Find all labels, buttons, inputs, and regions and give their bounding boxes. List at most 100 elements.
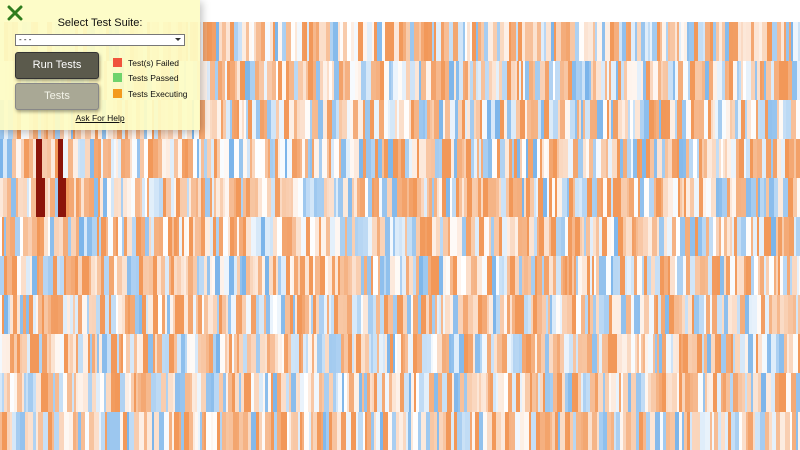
stripe [656, 178, 662, 217]
run-tests-button[interactable]: Run Tests [15, 52, 99, 79]
stripe [352, 178, 355, 217]
stripe [679, 139, 684, 178]
stripe [421, 22, 425, 61]
stripe [705, 412, 711, 450]
stripe [446, 178, 451, 217]
stripe [720, 256, 725, 295]
stripe [101, 139, 104, 178]
stripe [599, 334, 603, 373]
stripe [597, 334, 600, 373]
stripe [367, 412, 372, 450]
stripe [256, 22, 262, 61]
stripe [169, 412, 173, 450]
stripe [0, 373, 3, 412]
close-button[interactable] [7, 5, 23, 21]
stripe [356, 412, 359, 450]
stripe [315, 256, 321, 295]
stripe [743, 22, 747, 61]
stripe [114, 334, 118, 373]
stripe [464, 178, 468, 217]
stripe [419, 373, 425, 412]
stripe [709, 217, 714, 256]
stripe [635, 334, 638, 373]
stripe [732, 100, 736, 139]
stripe [659, 217, 665, 256]
stripe [329, 412, 333, 450]
stripe [256, 217, 262, 256]
stripe [144, 139, 149, 178]
stripe [264, 61, 268, 100]
stripe [585, 61, 590, 100]
stripe [565, 412, 569, 450]
stripe [107, 178, 112, 217]
stripe [193, 295, 197, 334]
stripe [534, 100, 539, 139]
stripe [537, 139, 541, 178]
stripe [213, 334, 217, 373]
stripe [392, 178, 398, 217]
stripe [234, 217, 238, 256]
stripe [148, 139, 154, 178]
stripe [629, 217, 633, 256]
stripe [310, 217, 316, 256]
stripe [173, 295, 176, 334]
stripe [655, 412, 661, 450]
stripe [431, 256, 436, 295]
stripe [139, 412, 145, 450]
stripe [706, 217, 710, 256]
stripe [726, 334, 732, 373]
stripe [256, 412, 260, 450]
stripe [212, 100, 218, 139]
stripe [163, 217, 169, 256]
stripe [582, 178, 588, 217]
stripe [338, 22, 341, 61]
stripe [312, 334, 315, 373]
stripe [508, 373, 513, 412]
stripe [520, 100, 526, 139]
stripe [431, 61, 437, 100]
stripe [776, 217, 779, 256]
stripe [122, 295, 126, 334]
stripe [481, 61, 486, 100]
stripe [76, 217, 80, 256]
help-link[interactable]: Ask For Help [75, 113, 125, 123]
stripe [121, 178, 124, 217]
stripe [319, 295, 325, 334]
tests-button[interactable]: Tests [15, 83, 99, 110]
stripe [202, 412, 205, 450]
stripe [612, 139, 618, 178]
stripe [727, 61, 730, 100]
stripe [402, 217, 406, 256]
stripe [100, 178, 104, 217]
stripe [488, 139, 493, 178]
suite-select[interactable]: - - - [15, 34, 185, 46]
stripe [489, 217, 492, 256]
stripe [569, 256, 573, 295]
stripe [519, 61, 522, 100]
stripe [421, 61, 427, 100]
stripe [322, 334, 326, 373]
stripe [14, 334, 18, 373]
legend-item: Tests Executing [113, 89, 188, 99]
stripe [336, 100, 340, 139]
stripe [316, 295, 320, 334]
stripe [740, 295, 746, 334]
stripe [159, 412, 165, 450]
stripe [149, 178, 155, 217]
stripe [313, 412, 318, 450]
stripe [443, 256, 447, 295]
stripe [597, 100, 600, 139]
stripe [267, 334, 271, 373]
stripe [719, 178, 723, 217]
stripe [50, 217, 55, 256]
stripe [451, 334, 455, 373]
stripe [707, 139, 713, 178]
stripe [165, 256, 170, 295]
stripe [2, 295, 5, 334]
stripe [772, 22, 778, 61]
stripe [680, 178, 683, 217]
stripe [435, 139, 440, 178]
stripe [334, 139, 340, 178]
stripe [401, 295, 404, 334]
stripe [790, 412, 793, 450]
